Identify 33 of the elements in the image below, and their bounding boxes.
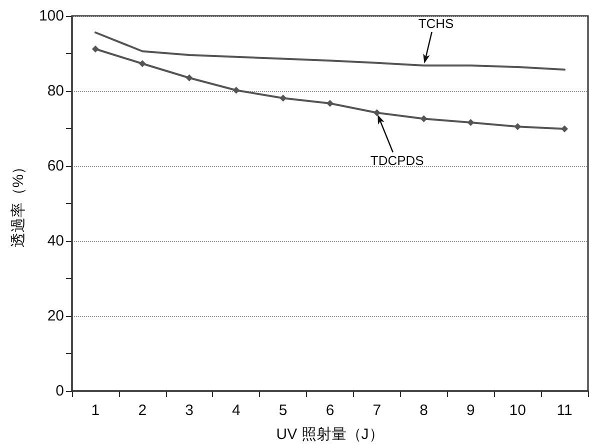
x-tick-label: 8 <box>420 402 428 419</box>
x-tick-label: 10 <box>509 402 526 419</box>
y-axis-title: 透過率（%） <box>10 159 27 248</box>
point <box>373 109 380 116</box>
line-series <box>94 32 566 71</box>
x-tick-label: 5 <box>278 402 288 419</box>
y-tick-label: 80 <box>47 82 64 100</box>
x-tick-label: 11 <box>556 402 572 419</box>
x-tick-label: 7 <box>372 402 382 419</box>
x-axis-title: UV 照射量（J） <box>276 426 384 443</box>
y-tick-label: 40 <box>47 232 64 250</box>
point <box>326 100 334 107</box>
x-tick-label: 9 <box>466 402 475 419</box>
x-tick-label: 4 <box>232 402 240 419</box>
point <box>561 125 568 132</box>
y-tick-label: 100 <box>38 8 64 24</box>
point <box>138 60 146 68</box>
point <box>186 74 193 82</box>
text: TDCPDS <box>370 153 424 168</box>
x-tick-label: 2 <box>138 402 147 419</box>
y-tick-label: 60 <box>47 158 64 174</box>
y-tick-label: 0 <box>56 382 64 400</box>
x-tick-label: 6 <box>326 402 334 419</box>
x-tick-label: 1 <box>91 402 100 419</box>
point <box>420 115 428 122</box>
point <box>92 46 99 52</box>
point <box>467 119 474 126</box>
point <box>232 86 240 94</box>
point <box>514 123 522 130</box>
point <box>280 94 287 102</box>
y-tick-label: 20 <box>47 308 64 324</box>
text: TCHS <box>418 16 454 31</box>
x-tick-label: 3 <box>185 402 194 419</box>
